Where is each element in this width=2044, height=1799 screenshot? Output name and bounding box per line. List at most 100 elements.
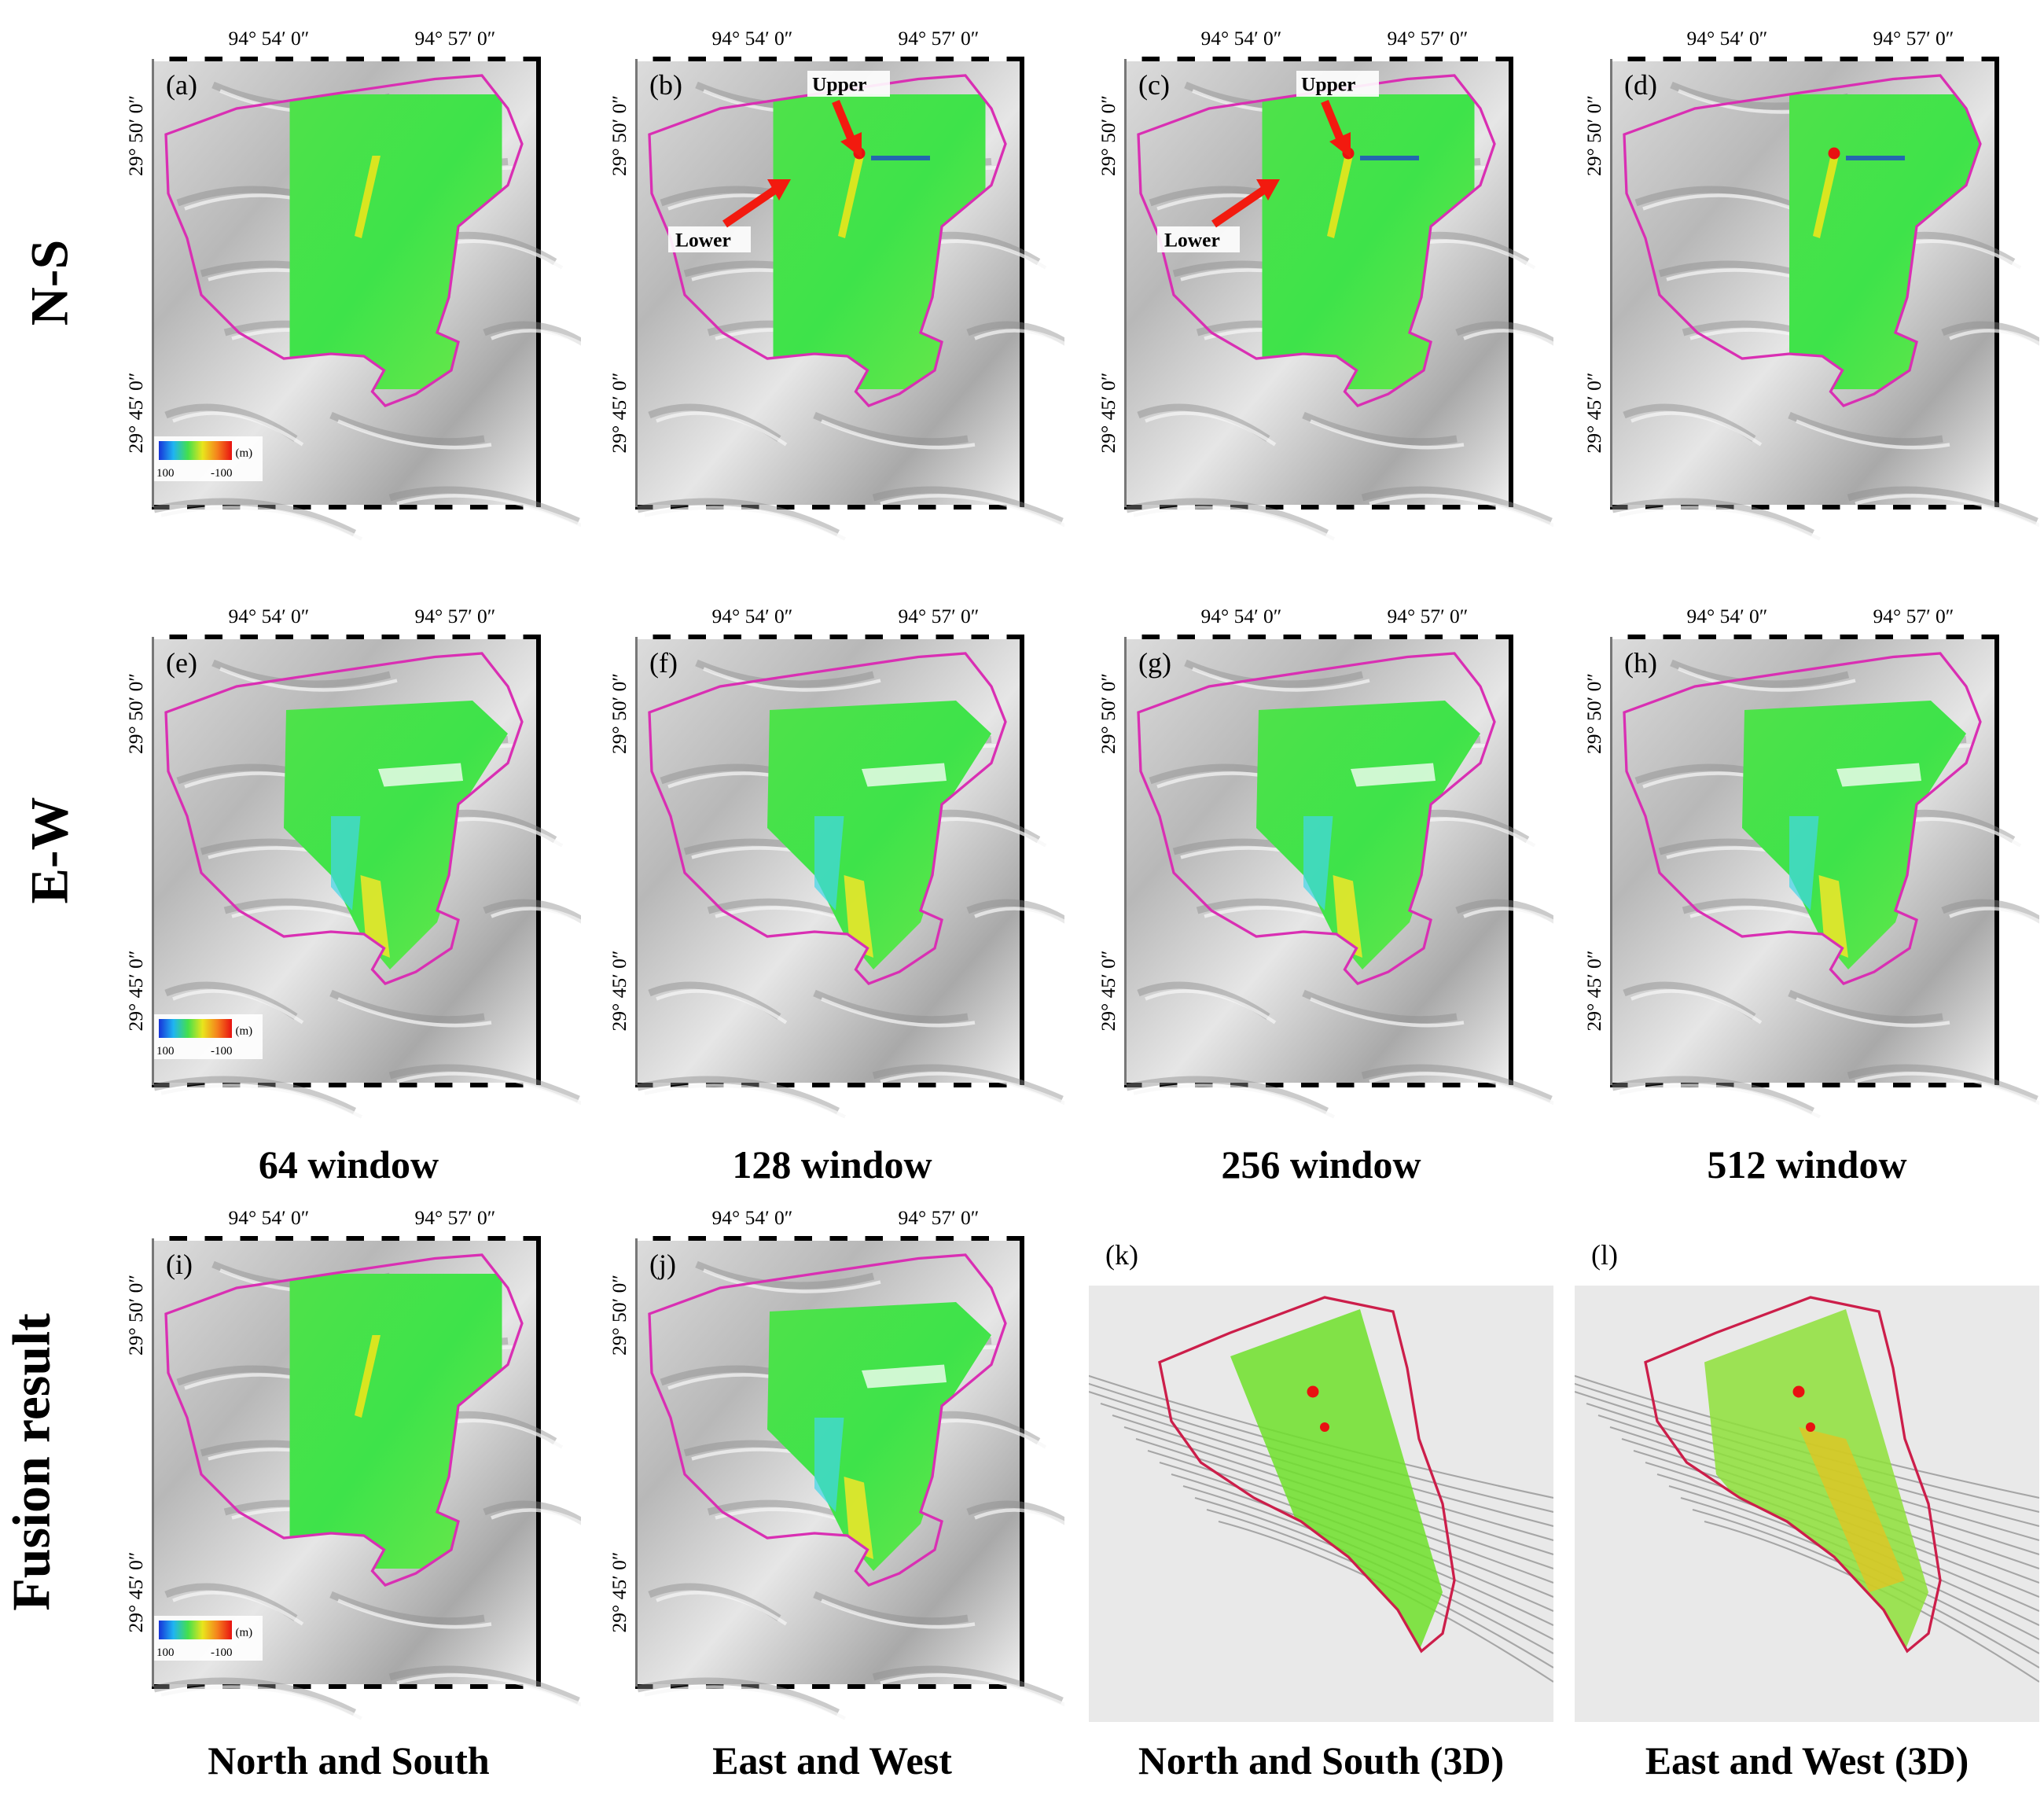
latitude-label: 29° 50′ 0″ xyxy=(1583,95,1605,176)
longitude-label: 94° 57′ 0″ xyxy=(899,1206,980,1229)
annotation-upper: Upper xyxy=(1301,73,1355,96)
displacement-hotspot xyxy=(1307,1385,1319,1398)
longitude-label: 94° 54′ 0″ xyxy=(1687,605,1768,627)
latitude-label: 29° 45′ 0″ xyxy=(1583,373,1605,454)
map-panel: 94° 54′ 0″ 94° 57′ 0″ 29° 50′ 0″ 29° 45′ 0″… xyxy=(608,27,1064,541)
watershed-boundary xyxy=(164,74,524,407)
longitude-label: 94° 57′ 0″ xyxy=(415,1206,496,1229)
watershed-boundary xyxy=(1158,1296,1456,1654)
watershed-boundary xyxy=(164,1253,524,1587)
colorbar: (m) 100 -100 xyxy=(154,436,263,481)
longitude-label: 94° 54′ 0″ xyxy=(229,1206,310,1229)
map-panel: 94° 54′ 0″ 94° 57′ 0″ 29° 50′ 0″ 29° 45′ 0″… xyxy=(1097,605,1553,1119)
panel-label: (k) xyxy=(1105,1239,1138,1271)
longitude-label: 94° 54′ 0″ xyxy=(229,27,310,50)
displacement-hotspot xyxy=(1828,147,1840,160)
colorbar-max-label: -100 xyxy=(211,1646,233,1659)
arrow-upper xyxy=(1321,100,1345,143)
colorbar-min-label: 100 xyxy=(156,1045,175,1058)
panel-label: (i) xyxy=(166,1249,193,1280)
arrow-lower xyxy=(722,185,779,228)
longitude-label: 94° 57′ 0″ xyxy=(415,605,496,627)
arrow-lower xyxy=(1211,185,1268,228)
longitude-label: 94° 54′ 0″ xyxy=(1687,27,1768,50)
latitude-label: 29° 50′ 0″ xyxy=(608,1275,630,1356)
latitude-label: 29° 45′ 0″ xyxy=(608,373,630,454)
map-panel: 94° 54′ 0″ 94° 57′ 0″ 29° 50′ 0″ 29° 45′ 0″… xyxy=(1583,605,2039,1119)
annotation-upper: Upper xyxy=(812,73,866,96)
annotation-lower: Lower xyxy=(675,229,731,252)
watershed-boundary xyxy=(1644,1296,1942,1654)
longitude-label: 94° 54′ 0″ xyxy=(712,605,793,627)
latitude-label: 29° 45′ 0″ xyxy=(608,1552,630,1633)
colorbar-unit: (m) xyxy=(236,1627,253,1639)
colorbar: (m) 100 -100 xyxy=(154,1616,263,1661)
latitude-label: 29° 50′ 0″ xyxy=(608,95,630,176)
latitude-label: 29° 45′ 0″ xyxy=(124,1552,147,1633)
map-panel: 94° 54′ 0″ 94° 57′ 0″ 29° 50′ 0″ 29° 45′ 0″… xyxy=(1583,27,2039,541)
watershed-boundary xyxy=(648,652,1007,985)
panel-label: (a) xyxy=(166,69,197,101)
map-panel: 94° 54′ 0″ 94° 57′ 0″ 29° 50′ 0″ 29° 45′ 0″… xyxy=(124,605,581,1119)
colorbar-unit: (m) xyxy=(236,1025,253,1038)
map-panel: 94° 54′ 0″ 94° 57′ 0″ 29° 50′ 0″ 29° 45′ 0″… xyxy=(608,1206,1064,1720)
watershed-boundary xyxy=(1623,652,1982,985)
window-caption: 256 window xyxy=(1221,1142,1421,1186)
row-label-2: E-W xyxy=(19,796,79,904)
longitude-label: 94° 57′ 0″ xyxy=(415,27,496,50)
latitude-label: 29° 45′ 0″ xyxy=(1097,951,1119,1032)
latitude-label: 29° 50′ 0″ xyxy=(1097,95,1119,176)
watershed-boundary xyxy=(648,1253,1007,1587)
panel-label: (d) xyxy=(1624,69,1657,101)
longitude-label: 94° 57′ 0″ xyxy=(899,605,980,627)
fusion-caption: North and South xyxy=(208,1738,490,1782)
longitude-label: 94° 54′ 0″ xyxy=(229,605,310,627)
panel-label: (c) xyxy=(1138,69,1170,101)
longitude-label: 94° 57′ 0″ xyxy=(1873,605,1954,627)
3d-terrain-view xyxy=(1575,1286,2039,1722)
panel-label: (j) xyxy=(649,1249,676,1280)
colorbar-max-label: -100 xyxy=(211,467,233,480)
longitude-label: 94° 54′ 0″ xyxy=(712,27,793,50)
colorbar-ramp xyxy=(159,441,232,460)
colorbar: (m) 100 -100 xyxy=(154,1014,263,1059)
map-panel: 94° 54′ 0″ 94° 57′ 0″ 29° 50′ 0″ 29° 45′ 0″… xyxy=(1097,27,1553,541)
annotation-group: Upper Lower xyxy=(1157,71,1379,252)
displacement-hotspot xyxy=(1792,1385,1805,1398)
latitude-label: 29° 50′ 0″ xyxy=(124,673,147,754)
fusion-caption: East and West xyxy=(712,1738,952,1782)
latitude-label: 29° 50′ 0″ xyxy=(1583,673,1605,754)
latitude-label: 29° 50′ 0″ xyxy=(124,1275,147,1356)
panel-label: (l) xyxy=(1591,1239,1618,1271)
3d-terrain-view xyxy=(1089,1286,1553,1722)
displacement-field xyxy=(1230,1309,1443,1651)
window-caption: 512 window xyxy=(1707,1142,1907,1186)
latitude-label: 29° 50′ 0″ xyxy=(608,673,630,754)
watershed-boundary xyxy=(648,74,1007,407)
latitude-label: 29° 45′ 0″ xyxy=(608,951,630,1032)
watershed-boundary xyxy=(1137,74,1496,407)
colorbar-ramp xyxy=(159,1019,232,1038)
panel-label: (f) xyxy=(649,647,678,679)
row-label-3: Fusion result xyxy=(1,1313,61,1611)
watershed-boundary xyxy=(164,652,524,985)
window-caption: 64 window xyxy=(258,1142,439,1186)
colorbar-unit: (m) xyxy=(236,447,253,460)
colorbar-ramp xyxy=(159,1621,232,1639)
fusion-caption: North and South (3D) xyxy=(1138,1738,1505,1782)
longitude-label: 94° 54′ 0″ xyxy=(1201,27,1282,50)
watershed-boundary xyxy=(1137,652,1496,985)
colorbar-min-label: 100 xyxy=(156,467,175,480)
map-panel: 94° 54′ 0″ 94° 57′ 0″ 29° 50′ 0″ 29° 45′ 0″… xyxy=(124,1206,581,1720)
window-caption: 128 window xyxy=(732,1142,932,1186)
latitude-label: 29° 50′ 0″ xyxy=(124,95,147,176)
colorbar-min-label: 100 xyxy=(156,1646,175,1659)
annotation-lower: Lower xyxy=(1164,229,1220,252)
fusion-caption: East and West (3D) xyxy=(1645,1738,1969,1782)
latitude-label: 29° 50′ 0″ xyxy=(1097,673,1119,754)
longitude-label: 94° 57′ 0″ xyxy=(1873,27,1954,50)
longitude-label: 94° 57′ 0″ xyxy=(1388,27,1469,50)
panel-label: (e) xyxy=(166,647,197,679)
watershed-boundary xyxy=(1623,74,1982,407)
longitude-label: 94° 54′ 0″ xyxy=(1201,605,1282,627)
